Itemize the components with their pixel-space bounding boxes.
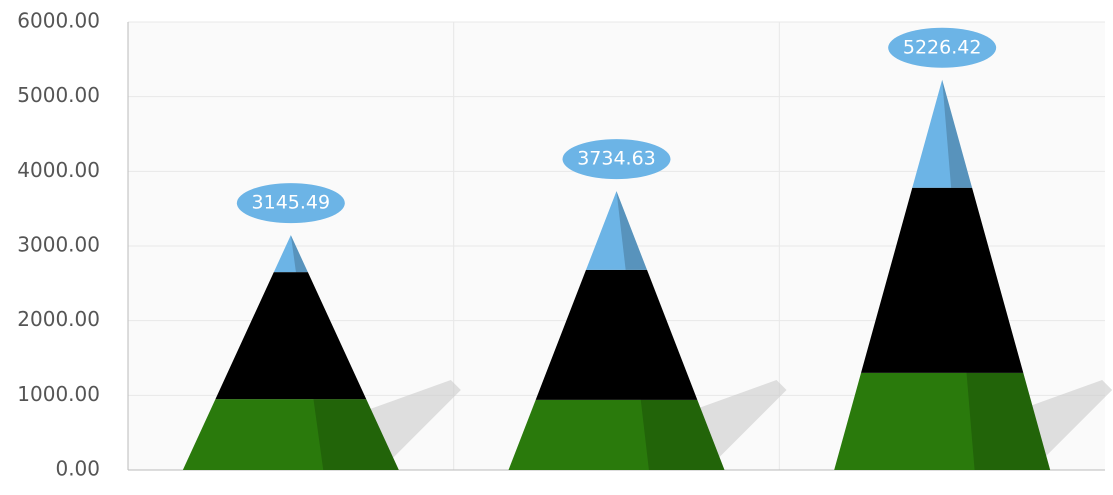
segment-shade: [616, 191, 647, 270]
segment-shade: [295, 272, 367, 400]
y-tick-label: 5000.00: [17, 83, 100, 107]
pyramid-segment: [834, 372, 1051, 470]
pyramid-segment: [861, 187, 1024, 373]
label-bubble: [562, 139, 671, 180]
segment-shade: [640, 399, 725, 470]
pyramid-segment: [508, 399, 725, 470]
pyramid-segment: [912, 79, 973, 188]
pyramid-segment: [535, 269, 698, 400]
y-tick-label: 4000.00: [17, 158, 100, 182]
pyramid-segment: [586, 191, 647, 270]
pyramid-segment: [215, 272, 367, 400]
y-tick-label: 6000.00: [17, 9, 100, 33]
pyramid-segment: [273, 235, 308, 273]
y-tick-label: 3000.00: [17, 233, 100, 257]
y-tick-label: 1000.00: [17, 382, 100, 406]
segment-shade: [942, 79, 973, 188]
pyramid-segment: [182, 399, 399, 470]
value-label: 3145.49: [252, 192, 331, 214]
value-label: 3734.63: [577, 148, 656, 170]
y-tick-label: 0.00: [55, 457, 100, 481]
label-bubble: [888, 27, 997, 68]
segment-shade: [951, 187, 1024, 373]
value-label: 5226.42: [903, 36, 982, 58]
y-tick-label: 2000.00: [17, 307, 100, 331]
segment-shade: [290, 235, 308, 273]
segment-shade: [625, 269, 698, 400]
segment-shade: [966, 372, 1051, 470]
label-bubble: [236, 183, 345, 224]
segment-shade: [313, 399, 399, 470]
